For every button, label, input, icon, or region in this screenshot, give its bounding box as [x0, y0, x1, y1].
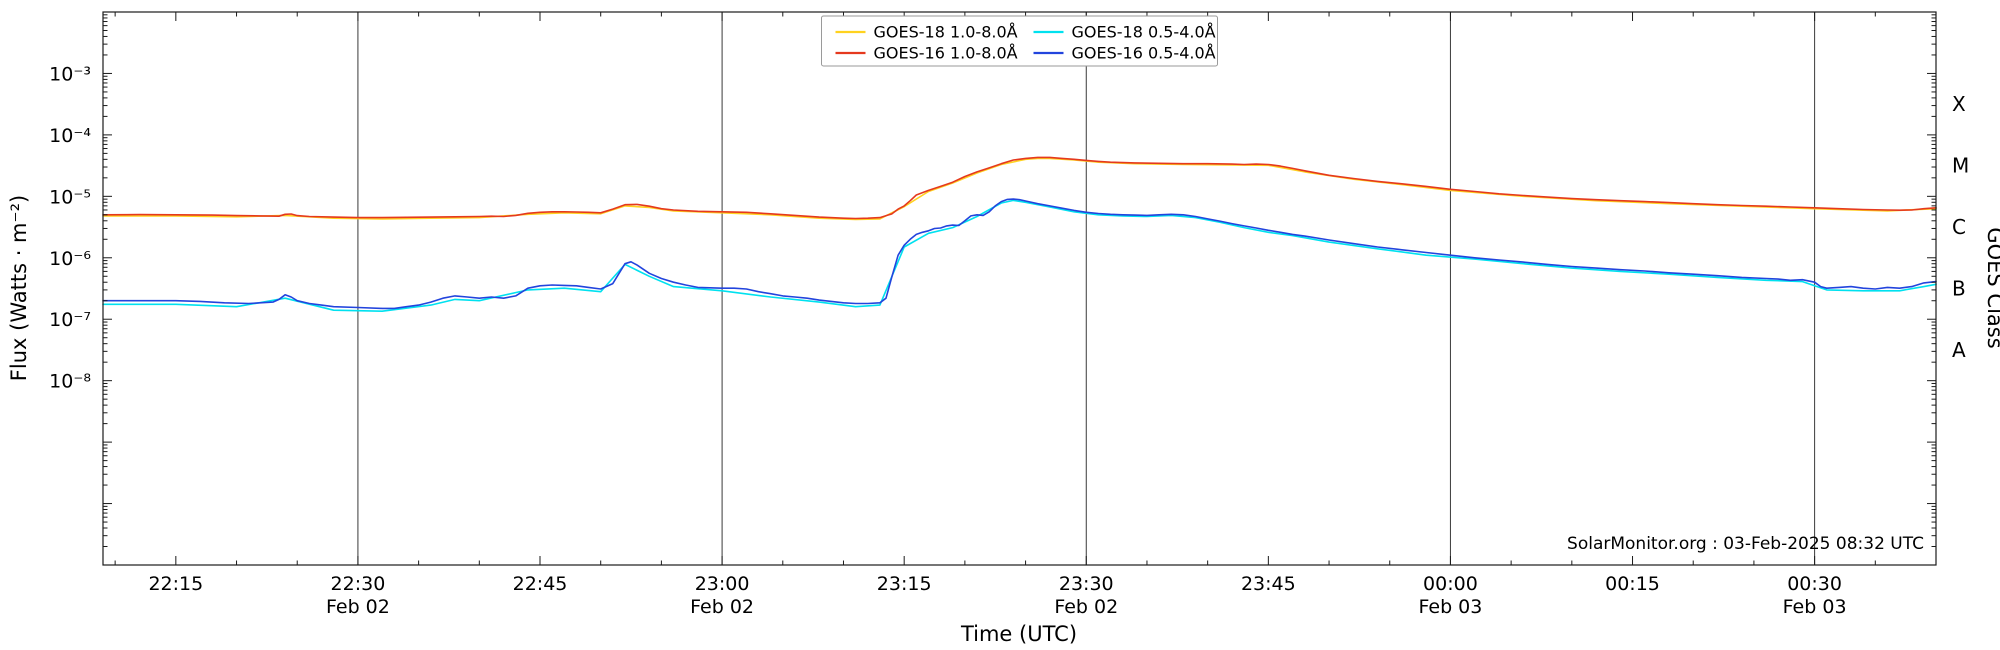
goes-class-label: C — [1952, 215, 1966, 239]
y-tick-label: 10⁻⁴ — [49, 125, 91, 147]
goes-class-label: B — [1952, 277, 1966, 301]
legend-box — [821, 15, 1218, 67]
series-line-goes18-short — [102, 199, 1937, 313]
x-tick-label: 23:30 — [1059, 573, 1114, 595]
y-tick-label: 10⁻⁸ — [49, 371, 91, 393]
x-axis-title: Time (UTC) — [960, 622, 1077, 646]
y-axis-title: Flux (Watts · m⁻²) — [7, 195, 31, 381]
y-tick-label: 10⁻³ — [49, 63, 91, 85]
x-tick-label: 23:00 — [695, 573, 750, 595]
x-tick-label: 00:00 — [1423, 573, 1478, 595]
goes-class-label: A — [1952, 338, 1966, 362]
series-line-goes16-long — [102, 156, 1937, 220]
goes-class-label: M — [1952, 154, 1969, 178]
x-tick-label: 22:45 — [513, 573, 568, 595]
series-line-goes16-short — [102, 198, 1937, 310]
legend-label-goes18-long: GOES-18 1.0-8.0Å — [874, 23, 1018, 42]
legend-label-goes16-long: GOES-16 1.0-8.0Å — [874, 44, 1018, 63]
x-tick-label: 23:15 — [877, 573, 932, 595]
x-date-label: Feb 02 — [326, 596, 390, 618]
watermark: SolarMonitor.org : 03-Feb-2025 08:32 UTC — [1567, 534, 1924, 554]
x-date-label: Feb 02 — [690, 596, 754, 618]
x-tick-label: 23:45 — [1241, 573, 1296, 595]
y-tick-label: 10⁻⁷ — [49, 309, 91, 331]
x-tick-label: 00:30 — [1787, 573, 1842, 595]
x-date-label: Feb 03 — [1783, 596, 1847, 618]
goes-class-label: X — [1952, 92, 1966, 116]
x-tick-label: 22:15 — [148, 573, 203, 595]
legend-label-goes16-short: GOES-16 0.5-4.0Å — [1072, 44, 1216, 63]
plot-border — [102, 11, 1937, 566]
x-date-label: Feb 03 — [1419, 596, 1483, 618]
x-date-label: Feb 02 — [1054, 596, 1118, 618]
x-tick-label: 00:15 — [1605, 573, 1660, 595]
x-tick-label: 22:30 — [331, 573, 386, 595]
right-axis-title: GOES Class — [1983, 227, 2000, 348]
y-tick-label: 10⁻⁶ — [49, 248, 91, 270]
y-tick-label: 10⁻⁵ — [49, 186, 91, 208]
series-line-goes18-long — [102, 157, 1937, 221]
legend-label-goes18-short: GOES-18 0.5-4.0Å — [1072, 23, 1216, 42]
